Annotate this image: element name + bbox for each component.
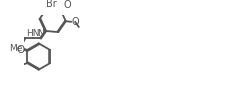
Text: HN: HN bbox=[26, 29, 39, 38]
Text: O: O bbox=[16, 45, 24, 55]
Text: Me: Me bbox=[9, 44, 22, 53]
Text: N: N bbox=[37, 29, 44, 38]
Text: Br: Br bbox=[46, 0, 56, 9]
Text: O: O bbox=[71, 17, 79, 27]
Text: O: O bbox=[64, 0, 71, 10]
